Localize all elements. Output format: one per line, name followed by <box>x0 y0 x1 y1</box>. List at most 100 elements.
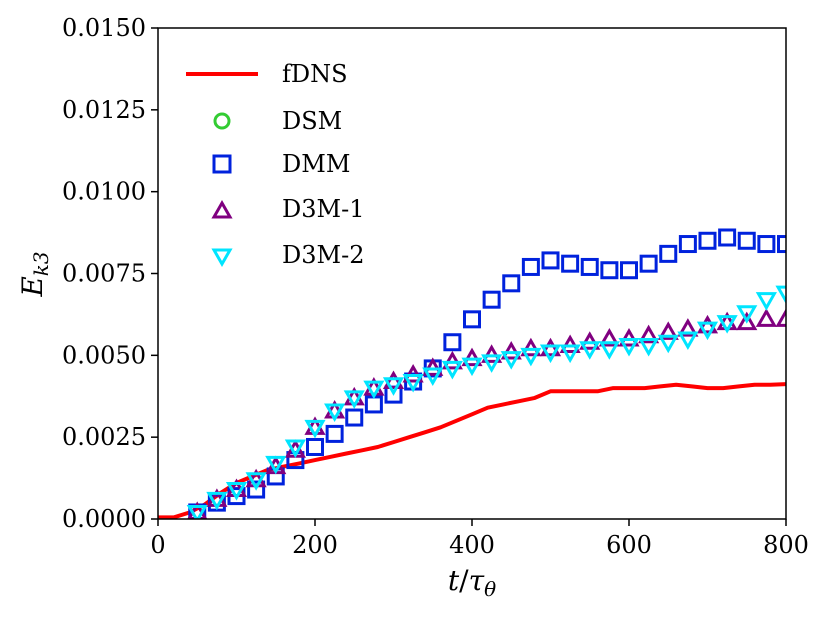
x-tick-label: 0 <box>150 531 165 559</box>
data-point-d3m2 <box>324 403 346 423</box>
data-point-dmm <box>777 235 786 254</box>
data-point-d3m1 <box>500 341 522 360</box>
data-point-dmm <box>521 257 540 276</box>
data-point-d3m1 <box>481 344 503 363</box>
ticks-layer: 0 200 400 600 800 0.0000 0.0025 0.0050 0.0075 0.0… <box>62 14 809 559</box>
plot-frame <box>157 27 787 520</box>
data-point-d3m2 <box>559 344 581 364</box>
legend-marker-dmm-icon <box>212 154 232 174</box>
data-point-d3m2 <box>343 390 365 409</box>
y-tick-label: 0.0125 <box>62 96 146 124</box>
legend-marker-d3m1-icon <box>211 199 233 219</box>
legend: fDNS DSM DMM D3M-1 D3M-2 <box>186 60 364 269</box>
legend-label-d3m1: D3M-1 <box>282 195 364 223</box>
y-tick-label: 0.0025 <box>62 423 146 451</box>
x-tick-label: 400 <box>449 531 495 559</box>
data-point-d3m1 <box>461 347 483 367</box>
data-point-d3m2 <box>402 374 424 393</box>
data-point-d3m1 <box>422 357 444 376</box>
y-axis-label: Ek3 <box>16 251 53 297</box>
data-point-d3m2 <box>500 351 522 370</box>
data-point-d3m1 <box>441 350 463 370</box>
data-point-d3m2 <box>422 367 444 386</box>
data-point-d3m1 <box>657 321 679 340</box>
data-point-d3m2 <box>716 315 738 334</box>
data-point-d3m2 <box>618 338 640 357</box>
data-point-dmm <box>482 290 501 309</box>
data-point-d3m2 <box>657 334 679 354</box>
data-point-dmm <box>718 228 737 247</box>
legend-marker-dsm-icon <box>213 112 231 130</box>
y-tick-label: 0.0050 <box>62 341 146 369</box>
y-tick-label: 0.0075 <box>62 260 146 288</box>
data-point-dmm <box>325 424 344 443</box>
legend-label-dmm: DMM <box>282 150 350 178</box>
data-point-dmm <box>541 251 560 270</box>
data-point-d3m2 <box>520 347 542 367</box>
x-tick-label: 800 <box>763 531 809 559</box>
data-point-d3m1 <box>598 327 620 347</box>
data-point-dmm <box>443 333 462 352</box>
legend-label-dsm: DSM <box>282 107 342 135</box>
data-point-d3m1 <box>736 311 758 331</box>
series-layer <box>158 228 786 519</box>
data-point-d3m2 <box>736 305 758 324</box>
y-tick-label: 0.0150 <box>62 14 146 42</box>
data-point-d3m2 <box>579 341 601 360</box>
data-point-d3m2 <box>677 331 699 350</box>
data-point-d3m1 <box>755 308 777 327</box>
data-point-d3m2 <box>382 377 405 396</box>
data-point-d3m2 <box>461 357 483 377</box>
data-point-d3m1 <box>638 324 660 344</box>
data-point-d3m2 <box>598 341 620 360</box>
x-tick-label: 200 <box>292 531 338 559</box>
data-point-d3m2 <box>245 472 267 491</box>
data-point-d3m2 <box>638 338 660 357</box>
data-point-dmm <box>620 261 638 280</box>
data-point-dmm <box>580 257 599 276</box>
legend-label-fdns: fDNS <box>282 60 348 88</box>
data-point-dmm <box>678 235 697 254</box>
data-point-dmm <box>561 254 580 273</box>
x-axis-label: t/τθ <box>448 564 496 601</box>
data-point-dmm <box>698 231 717 250</box>
legend-label-d3m2: D3M-2 <box>282 241 364 269</box>
data-point-d3m1 <box>559 334 581 354</box>
data-point-d3m1 <box>402 363 424 383</box>
data-point-d3m2 <box>186 504 208 519</box>
data-point-dmm <box>364 395 383 414</box>
data-point-d3m2 <box>755 292 777 311</box>
data-point-d3m1 <box>677 318 699 337</box>
data-point-d3m2 <box>539 344 562 364</box>
data-point-d3m1 <box>520 337 542 357</box>
data-point-d3m1 <box>539 337 562 357</box>
data-point-d3m2 <box>225 482 248 501</box>
data-point-dmm <box>463 310 481 329</box>
y-tick-label: 0.0100 <box>62 178 146 206</box>
data-point-d3m2 <box>441 360 463 380</box>
data-point-d3m1 <box>579 331 601 350</box>
data-point-d3m2 <box>481 354 503 373</box>
data-point-d3m2 <box>304 419 326 439</box>
data-point-d3m1 <box>696 314 719 334</box>
data-point-dmm <box>247 480 266 499</box>
data-point-d3m2 <box>206 491 228 511</box>
data-point-d3m1 <box>618 327 640 347</box>
data-point-d3m2 <box>775 285 786 305</box>
data-point-dmm <box>639 254 658 273</box>
data-point-dmm <box>737 231 756 250</box>
data-point-d3m1 <box>775 308 786 327</box>
data-point-dmm <box>345 408 364 427</box>
data-point-d3m1 <box>382 370 405 390</box>
series-line-fdns <box>158 382 786 519</box>
data-point-dmm <box>757 235 776 254</box>
legend-marker-d3m2-icon <box>211 248 233 268</box>
data-point-dmm <box>502 274 521 293</box>
data-point-dmm <box>306 437 324 456</box>
data-point-dmm <box>600 261 619 280</box>
data-point-d3m2 <box>284 439 306 459</box>
data-point-d3m2 <box>696 321 719 341</box>
x-tick-label: 600 <box>606 531 652 559</box>
data-point-d3m2 <box>363 380 385 400</box>
